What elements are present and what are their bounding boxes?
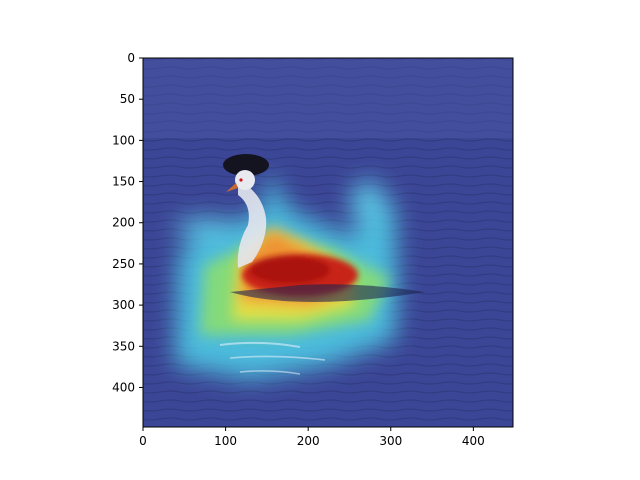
y-tick-label: 100	[112, 133, 135, 147]
bird-neck	[237, 180, 267, 268]
grebe-bird	[223, 154, 425, 302]
axes-frame	[142, 57, 514, 428]
y-tick-label: 150	[112, 175, 135, 189]
bird-eye	[239, 178, 243, 182]
y-tick-label: 400	[112, 380, 135, 394]
bird-beak	[226, 183, 238, 192]
bird-body-shadow	[230, 284, 425, 302]
x-tick-label: 0	[139, 434, 147, 448]
x-tick-label: 300	[379, 434, 402, 448]
bird-head	[223, 154, 269, 176]
x-tick-label: 400	[462, 434, 485, 448]
heatmap-image	[143, 58, 513, 427]
y-tick-label: 50	[120, 92, 135, 106]
y-tick-label: 200	[112, 216, 135, 230]
y-tick-label: 350	[112, 339, 135, 353]
bird-face	[235, 170, 255, 190]
x-tick-label: 200	[297, 434, 320, 448]
x-tick-label: 100	[214, 434, 237, 448]
x-axis: 0 100 200 300 400	[139, 427, 485, 448]
water-reflections	[219, 341, 326, 375]
y-axis: 0 50 100 150 200 250 300 350 400	[112, 51, 143, 394]
y-tick-label: 300	[112, 298, 135, 312]
water-shade	[143, 58, 513, 138]
y-tick-label: 0	[127, 51, 135, 65]
y-tick-label: 250	[112, 257, 135, 271]
